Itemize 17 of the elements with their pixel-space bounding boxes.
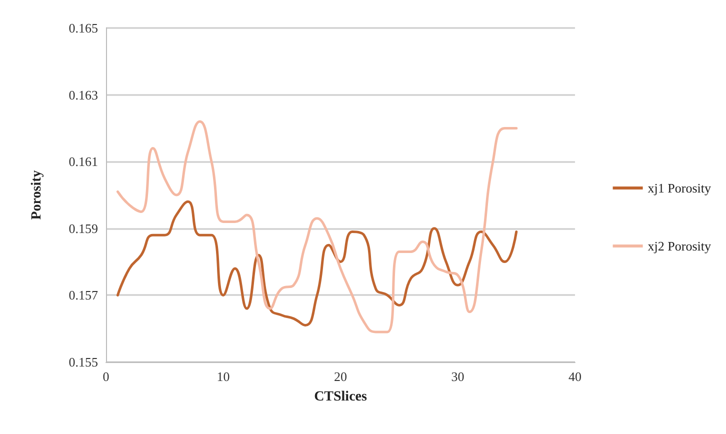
x-tick-label: 20 [334,369,347,384]
x-tick-label: 10 [216,369,230,384]
legend-label: xj1 Porosity [648,180,712,196]
y-tick-label: 0.165 [68,20,98,36]
x-tick-label: 0 [102,369,110,384]
line-series [116,120,518,334]
x-axis-title: CTSlices [314,390,368,404]
x-tick-label: 30 [451,369,464,384]
legend-label: xj2 Porosity [648,238,712,254]
line-series [116,200,518,327]
y-tick-label: 0.159 [68,220,98,236]
y-axis-title: Porosity [30,170,44,220]
y-tick-label: 0.161 [68,154,98,170]
y-tick-label: 0.155 [68,354,98,370]
y-tick-label: 0.157 [68,288,98,303]
y-tick-label: 0.163 [68,87,98,102]
x-tick-label: 40 [568,369,582,384]
